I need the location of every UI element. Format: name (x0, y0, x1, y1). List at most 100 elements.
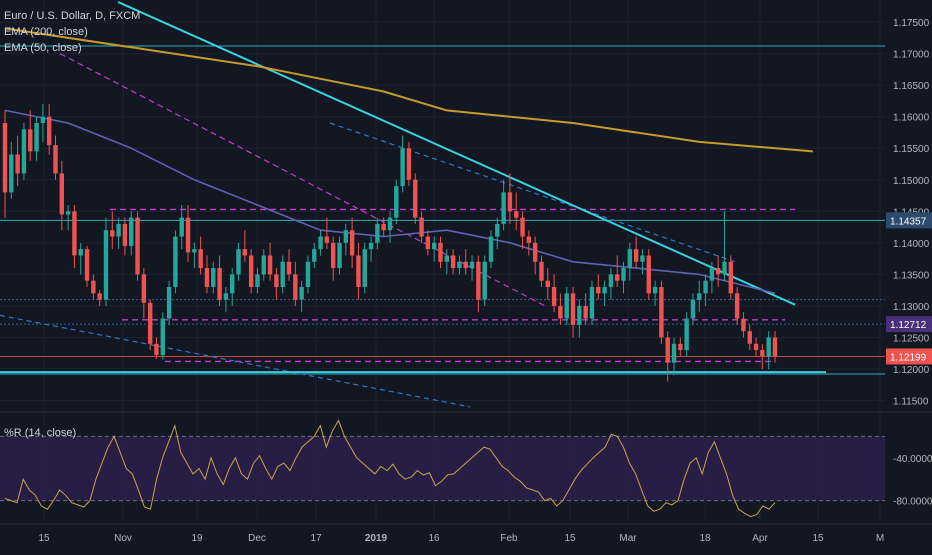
candle-body (28, 129, 33, 152)
x-tick-label: 2019 (365, 533, 388, 544)
candle-body (469, 261, 475, 269)
candle-body (652, 287, 658, 294)
candle-body (476, 261, 481, 300)
candle-body (236, 249, 241, 275)
candle-body (34, 123, 39, 152)
candle-body (65, 211, 71, 215)
candle-body (633, 249, 639, 262)
candle-body (431, 242, 437, 250)
candle-body (526, 236, 532, 243)
candle-body (703, 280, 708, 294)
candle-body (507, 192, 513, 212)
price-label: 1.12199 (890, 352, 927, 363)
candle-body (299, 287, 304, 300)
candle-body (495, 223, 500, 237)
legend-ema50: EMA (50, close) (4, 42, 82, 54)
candle-body (558, 305, 563, 319)
y-tick-label: 1.12000 (893, 365, 930, 376)
candle-body (362, 249, 367, 287)
candle-body (697, 293, 702, 300)
x-tick-label: 16 (428, 533, 440, 544)
candle-body (198, 249, 203, 269)
y-tick-label: 1.11500 (893, 397, 929, 408)
candle-body (444, 255, 450, 262)
candle-body (419, 217, 424, 237)
candle-body (627, 249, 633, 269)
candle-body (173, 236, 178, 287)
y-tick-label: 1.12500 (893, 333, 930, 344)
candle-body (337, 242, 342, 269)
candle-body (305, 261, 311, 287)
candle-body (330, 242, 336, 269)
y-tick-label: 1.15000 (893, 176, 930, 187)
wr-legend: %R (14, close) (4, 427, 77, 439)
y-tick-label: 1.14000 (893, 239, 930, 250)
candle-body (621, 268, 626, 281)
candle-body (116, 223, 121, 237)
candle-body (381, 223, 386, 231)
candle-body (280, 261, 285, 287)
candle-body (274, 274, 279, 287)
candle-body (78, 249, 83, 256)
wr-line (4, 419, 776, 518)
wr-band (0, 436, 885, 501)
y-tick-label: 1.13500 (893, 270, 930, 281)
candle-body (185, 217, 191, 253)
candle-body (230, 274, 235, 294)
candle-body (255, 274, 260, 287)
candle-body (286, 261, 292, 275)
candle-body (46, 116, 52, 146)
candle-body (589, 287, 595, 319)
candle-body (488, 236, 494, 262)
candle-body (9, 154, 14, 193)
candle-body (129, 217, 134, 246)
candle-body (141, 274, 147, 303)
price-label: 1.12712 (890, 320, 927, 331)
candle-body (97, 293, 102, 300)
candle-body (615, 274, 620, 281)
candle-body (760, 350, 765, 357)
candle-body (179, 217, 184, 237)
candle-body (59, 173, 65, 215)
candle-body (457, 261, 462, 269)
candle-body (147, 302, 153, 344)
price-label-bg (886, 212, 932, 229)
y-tick-label: 1.15500 (893, 144, 930, 155)
candle-body (356, 255, 361, 287)
x-tick-label: Dec (248, 533, 266, 544)
x-tick-label: 15 (812, 533, 824, 544)
x-tick-label: Nov (114, 533, 132, 544)
diagonal-dashed-line (0, 314, 471, 408)
candle-body (532, 242, 538, 262)
x-tick-label: M (876, 533, 884, 544)
ema200-line (4, 27, 813, 153)
candle-body (103, 230, 109, 300)
legend-ema200: EMA (200, close) (4, 26, 88, 38)
price-label: 1.14357 (890, 216, 927, 227)
x-tick-label: 19 (191, 533, 203, 544)
candle-body (2, 123, 8, 193)
candle-body (400, 148, 405, 187)
legend-title: Euro / U.S. Dollar, D, FXCM (4, 10, 141, 22)
ema50-line (4, 109, 776, 295)
candle-body (539, 261, 544, 281)
candle-body (40, 116, 46, 123)
candle-body (217, 268, 222, 300)
candle-body (160, 318, 165, 356)
candle-body (564, 293, 569, 319)
candle-body (551, 287, 557, 306)
chart-legend: Euro / U.S. Dollar, D, FXCM EMA (200, cl… (4, 8, 140, 56)
candle-body (772, 337, 778, 357)
x-tick-label: Feb (500, 533, 518, 544)
candle-body (406, 148, 412, 180)
candle-body (122, 223, 128, 246)
candle-body (312, 249, 317, 262)
candle-body (741, 318, 746, 332)
candle-body (722, 261, 727, 275)
x-tick-label: Mar (619, 533, 637, 544)
candle-body (110, 230, 115, 237)
candle-body (545, 280, 550, 287)
x-tick-label: 17 (310, 533, 322, 544)
